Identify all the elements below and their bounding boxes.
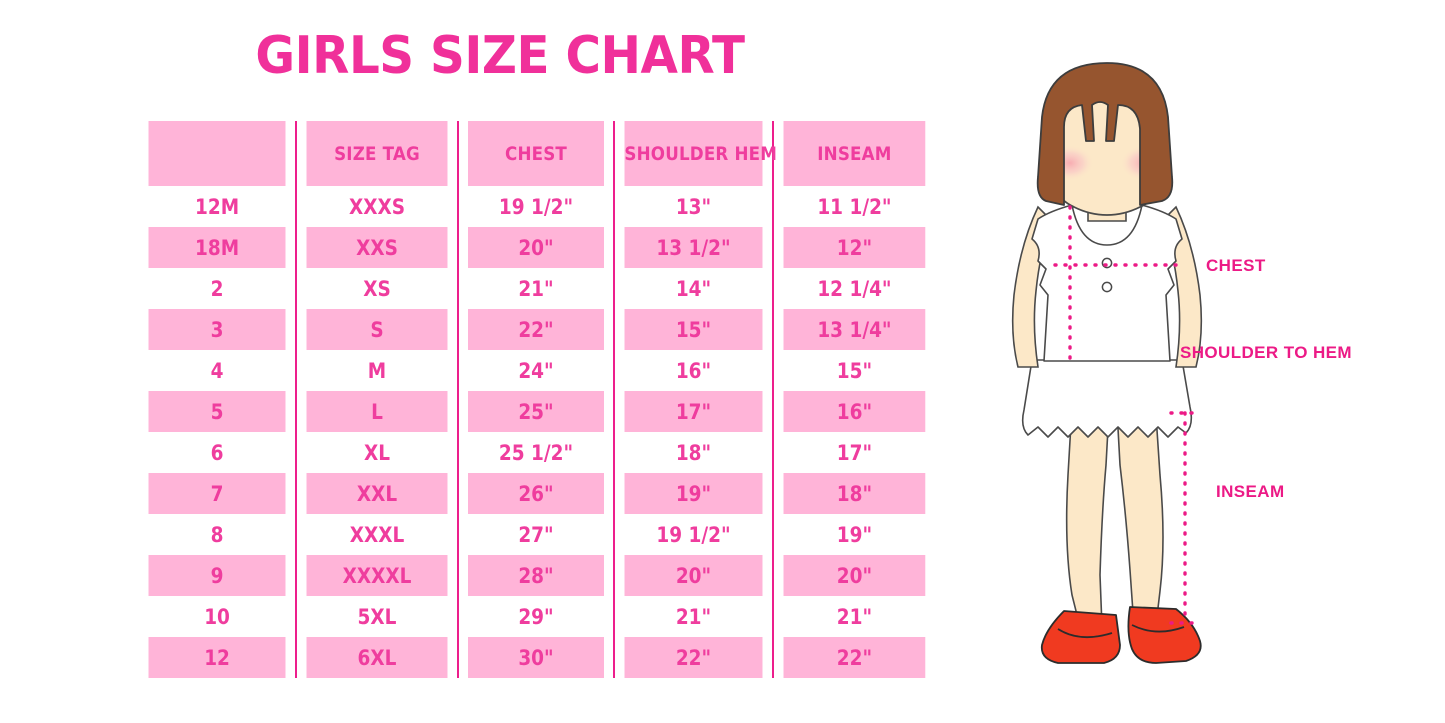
shoes: [1040, 606, 1202, 664]
cell-chest: 27": [466, 514, 605, 555]
table-row: 6 XL 25 1/2" 18" 17": [139, 432, 935, 473]
cell-chest: 25 1/2": [466, 432, 605, 473]
cell-size-tag: XXXXL: [304, 555, 449, 596]
cell-size-tag: 6XL: [304, 637, 449, 678]
cell-size-tag: XXXS: [304, 186, 449, 227]
cell-size: 8: [148, 514, 287, 555]
cell-size: 3: [148, 309, 287, 350]
page-title: GIRLS SIZE CHART: [255, 26, 745, 86]
column-header-size-tag: SIZE TAG: [304, 121, 449, 186]
cell-shoulder-hem: 19 1/2": [622, 514, 764, 555]
table-row: 12M XXXS 19 1/2" 13" 11 1/2": [139, 186, 935, 227]
cell-shoulder-hem: 18": [622, 432, 764, 473]
cell-size-tag: XXL: [304, 473, 449, 514]
table-row: 9 XXXXL 28" 20" 20": [139, 555, 935, 596]
cell-size-tag: XS: [304, 268, 449, 309]
cell-inseam: 16": [781, 391, 926, 432]
column-header-shoulder-hem: SHOULDER HEM: [622, 121, 777, 186]
shoe-right: [1127, 606, 1202, 664]
table-row: 5 L 25" 17" 16": [139, 391, 935, 432]
cell-shoulder-hem: 16": [622, 350, 764, 391]
cell-inseam: 15": [781, 350, 926, 391]
cell-chest: 21": [466, 268, 605, 309]
table-header-row: SIZE TAG CHEST SHOULDER HEM INSEAM: [139, 121, 935, 186]
cell-chest: 22": [466, 309, 605, 350]
cell-size-tag: 5XL: [304, 596, 449, 637]
cell-size: 12M: [148, 186, 287, 227]
table-row: 2 XS 21" 14" 12 1/4": [139, 268, 935, 309]
cell-chest: 24": [466, 350, 605, 391]
cell-size-tag: M: [304, 350, 449, 391]
cell-size: 9: [148, 555, 287, 596]
column-header-size: [148, 121, 287, 186]
cell-inseam: 11 1/2": [781, 186, 926, 227]
cell-chest: 29": [466, 596, 605, 637]
cell-shoulder-hem: 17": [622, 391, 764, 432]
skirt: [1021, 359, 1193, 438]
cell-size-tag: XL: [304, 432, 449, 473]
cell-inseam: 21": [781, 596, 926, 637]
shoe-strap-right: [1131, 624, 1185, 633]
cell-inseam: 13 1/4": [781, 309, 926, 350]
shoulder-to-hem-measurement-label: SHOULDER TO HEM: [1180, 343, 1352, 362]
cell-size: 2: [148, 268, 287, 309]
cell-shoulder-hem: 20": [622, 555, 764, 596]
cell-size: 4: [148, 350, 287, 391]
size-chart-table: SIZE TAG CHEST SHOULDER HEM INSEAM 12M XX…: [139, 121, 935, 678]
cell-shoulder-hem: 15": [622, 309, 764, 350]
cell-shoulder-hem: 13 1/2": [622, 227, 764, 268]
cell-chest: 20": [466, 227, 605, 268]
table-row: 7 XXL 26" 19" 18": [139, 473, 935, 514]
table-row: 3 S 22" 15" 13 1/4": [139, 309, 935, 350]
cell-chest: 26": [466, 473, 605, 514]
table-row: 4 M 24" 16" 15": [139, 350, 935, 391]
cell-inseam: 17": [781, 432, 926, 473]
shoe-strap-left: [1057, 628, 1113, 639]
cell-size: 10: [148, 596, 287, 637]
cell-chest: 25": [466, 391, 605, 432]
cell-size: 5: [148, 391, 287, 432]
cell-chest: 19 1/2": [466, 186, 605, 227]
girl-figure-illustration: [1011, 62, 1203, 664]
table-row: 8 XXXL 27" 19 1/2" 19": [139, 514, 935, 555]
cell-size: 12: [148, 637, 287, 678]
measurement-guides: [1053, 205, 1201, 625]
cell-size-tag: S: [304, 309, 449, 350]
cell-size-tag: XXXL: [304, 514, 449, 555]
column-header-chest: CHEST: [466, 121, 605, 186]
cell-chest: 28": [466, 555, 605, 596]
cell-inseam: 20": [781, 555, 926, 596]
cell-size-tag: L: [304, 391, 449, 432]
cell-inseam: 12 1/4": [781, 268, 926, 309]
cell-inseam: 12": [781, 227, 926, 268]
cell-size-tag: XXS: [304, 227, 449, 268]
table-body: 12M XXXS 19 1/2" 13" 11 1/2" 18M XXS 20" 13 1/2"…: [139, 186, 935, 678]
hair: [1036, 62, 1174, 206]
column-header-inseam: INSEAM: [781, 121, 926, 186]
cell-shoulder-hem: 13": [622, 186, 764, 227]
inseam-measurement-label: INSEAM: [1216, 482, 1285, 501]
chest-measurement-label: CHEST: [1206, 256, 1266, 275]
table-row: 10 5XL 29" 21" 21": [139, 596, 935, 637]
cell-size: 7: [148, 473, 287, 514]
cell-shoulder-hem: 14": [622, 268, 764, 309]
cell-shoulder-hem: 22": [622, 637, 764, 678]
top-garment: [1031, 204, 1183, 362]
button-lower: [1101, 281, 1113, 293]
table-row: 12 6XL 30" 22" 22": [139, 637, 935, 678]
table-row: 18M XXS 20" 13 1/2" 12": [139, 227, 935, 268]
cell-size: 6: [148, 432, 287, 473]
cell-shoulder-hem: 19": [622, 473, 764, 514]
cell-chest: 30": [466, 637, 605, 678]
cell-inseam: 18": [781, 473, 926, 514]
cell-inseam: 22": [781, 637, 926, 678]
cell-size: 18M: [148, 227, 287, 268]
cell-shoulder-hem: 21": [622, 596, 764, 637]
cell-inseam: 19": [781, 514, 926, 555]
